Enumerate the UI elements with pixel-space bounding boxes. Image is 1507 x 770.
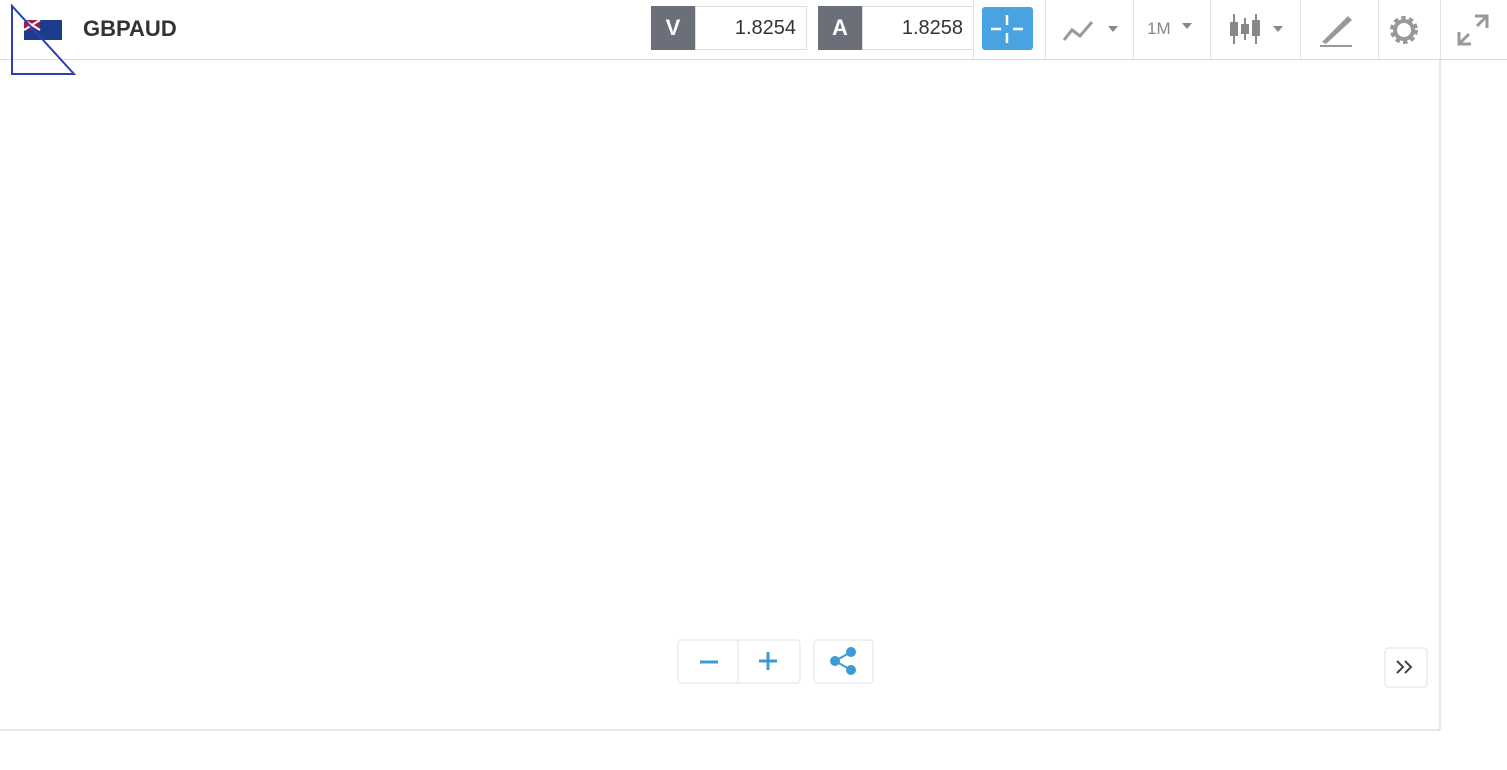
share-icon bbox=[830, 647, 856, 675]
toolbar: GBPAUD V 1.8254 A 1.8258 1M bbox=[0, 0, 1507, 75]
separator bbox=[973, 0, 974, 59]
separator bbox=[1133, 0, 1134, 59]
zoom-controls bbox=[677, 639, 1428, 688]
interval-button[interactable]: 1M bbox=[1147, 19, 1171, 38]
bid-letter[interactable]: V bbox=[651, 6, 695, 50]
separator bbox=[1045, 0, 1046, 59]
separator bbox=[1300, 0, 1301, 59]
indicators-button[interactable] bbox=[1058, 10, 1128, 50]
crosshair-button[interactable] bbox=[982, 7, 1034, 51]
ask-letter[interactable]: A bbox=[818, 6, 862, 50]
scroll-latest-button[interactable] bbox=[1384, 647, 1428, 688]
symbol: GBPAUD bbox=[83, 16, 177, 41]
dropdown-arrow bbox=[1182, 23, 1192, 29]
drawing-button[interactable] bbox=[1318, 10, 1358, 50]
separator bbox=[1378, 0, 1379, 59]
separator bbox=[1440, 0, 1441, 59]
bid-price[interactable]: 1.8254 bbox=[695, 6, 807, 50]
zoom-in-button[interactable] bbox=[759, 652, 777, 670]
flag-icon bbox=[11, 3, 77, 75]
zoom-box bbox=[677, 639, 801, 684]
settings-button[interactable] bbox=[1384, 10, 1424, 50]
chart-type-button[interactable] bbox=[1225, 10, 1295, 50]
axes bbox=[0, 60, 1441, 731]
ask-price[interactable]: 1.8258 bbox=[862, 6, 974, 50]
separator bbox=[1210, 0, 1211, 59]
chevron-icon bbox=[1396, 660, 1413, 674]
share-button[interactable] bbox=[813, 639, 874, 684]
fullscreen-button[interactable] bbox=[1453, 10, 1493, 50]
